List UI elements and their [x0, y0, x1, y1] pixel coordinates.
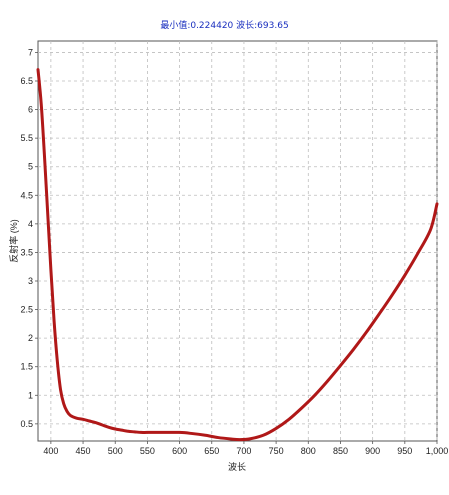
y-tick-label: 7 [28, 47, 33, 57]
x-tick-label: 750 [269, 446, 284, 456]
x-tick-label: 800 [301, 446, 316, 456]
x-tick-label: 650 [204, 446, 219, 456]
y-tick-label: 3.5 [20, 247, 33, 257]
y-tick-label: 3 [28, 276, 33, 286]
x-tick-label: 500 [108, 446, 123, 456]
x-tick-label: 900 [365, 446, 380, 456]
chart-title: 最小值:0.224420 波长:693.65 [160, 21, 289, 31]
y-tick-label: 0.5 [20, 419, 33, 429]
x-tick-label: 550 [140, 446, 155, 456]
series-layer [36, 68, 439, 442]
x-tick-label: 450 [76, 446, 91, 456]
y-tick-label: 5 [28, 162, 33, 172]
x-tick-layer: 400 450 500 550 600 650 700 750 800 850 900 950 1,00… [43, 441, 448, 456]
x-tick-label: 400 [43, 446, 58, 456]
y-tick-label: 2 [28, 333, 33, 343]
x-tick-label: 850 [333, 446, 348, 456]
plot-area [37, 40, 438, 442]
x-tick-label: 600 [172, 446, 187, 456]
x-tick-label: 700 [236, 446, 251, 456]
y-tick-label: 2.5 [20, 305, 33, 315]
y-axis-label: 反射率 (%) [8, 219, 19, 263]
y-tick-label: 6.5 [20, 76, 33, 86]
grid-layer [38, 41, 438, 441]
y-tick-layer: 0.5 1 1.5 2 2.5 3 3.5 4 4.5 5 5.5 6 6.5 7 [20, 47, 38, 429]
y-tick-label: 5.5 [20, 133, 33, 143]
x-axis-label: 波长 [228, 461, 246, 472]
series-line [36, 68, 439, 442]
y-tick-label: 1.5 [20, 362, 33, 372]
x-tick-label: 1,000 [426, 446, 449, 456]
y-tick-label: 1 [28, 390, 33, 400]
y-tick-label: 4.5 [20, 190, 33, 200]
x-tick-label: 950 [397, 446, 412, 456]
y-tick-label: 6 [28, 105, 33, 115]
y-tick-label: 4 [28, 219, 33, 229]
